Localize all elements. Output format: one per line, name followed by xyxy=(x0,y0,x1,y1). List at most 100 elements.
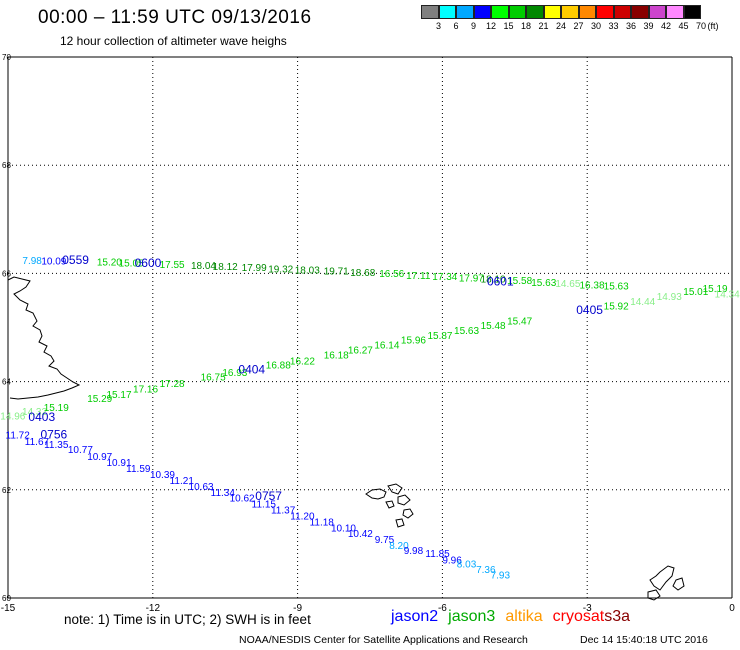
legend-label-27: 27 xyxy=(573,21,584,31)
swh-value: 17.34 xyxy=(432,272,457,283)
mission-altika: altika xyxy=(505,608,543,625)
swh-value: 11.21 xyxy=(170,476,195,487)
mission-jason2: jason2 xyxy=(391,608,439,625)
swh-value: 11.35 xyxy=(44,440,69,451)
swh-value: 7.98 xyxy=(22,256,42,267)
swh-value: 17.99 xyxy=(242,263,267,274)
y-tick-label: 62 xyxy=(2,486,11,495)
iceland-coastline xyxy=(7,276,81,400)
x-tick-label: -15 xyxy=(1,603,16,614)
legend-label-24: 24 xyxy=(555,21,567,31)
swh-value: 15.92 xyxy=(604,302,629,313)
swh-value: 14.65 xyxy=(555,279,580,290)
swh-value: 11.59 xyxy=(126,464,151,475)
swh-value: 15.96 xyxy=(401,336,426,347)
swh-value: 19.32 xyxy=(268,264,293,275)
swh-value: 10.42 xyxy=(348,529,373,540)
swh-value: 14.93 xyxy=(657,292,682,303)
swh-value: 10.10 xyxy=(331,523,356,534)
swh-value: 15.63 xyxy=(531,278,556,289)
legend-labels: 3 6 9 12 15 18 21 24 27 30 33 36 39 42 45 70 (ft) xyxy=(421,19,719,31)
swh-value: 16.27 xyxy=(348,345,373,356)
track-time-label: 0756 xyxy=(41,427,68,441)
legend-label-6: 6 xyxy=(453,21,459,31)
swh-value: 9.75 xyxy=(375,535,395,546)
swh-value: 15.58 xyxy=(507,276,532,287)
swh-value: 15.63 xyxy=(604,282,629,293)
swh-value: 19.71 xyxy=(324,266,349,277)
legend-label-30: 30 xyxy=(590,21,602,31)
track-time-label: 0403 xyxy=(28,410,55,424)
swh-value: 18.03 xyxy=(295,265,320,276)
track-time-label: 0405 xyxy=(576,303,603,317)
swh-value: 7.36 xyxy=(476,565,496,576)
swh-value: 9.96 xyxy=(442,555,462,566)
swh-value: 17.28 xyxy=(160,379,185,390)
mission-legend: jason2 jason3 altika cryosats3a xyxy=(391,608,640,626)
legend-label-21: 21 xyxy=(538,21,549,31)
track-time-label: 0600 xyxy=(135,256,162,270)
map-subtitle: 12 hour collection of altimeter wave hei… xyxy=(60,34,287,48)
x-tick-label: 0 xyxy=(729,603,735,614)
coastlines xyxy=(7,276,685,601)
swh-value: 17.16 xyxy=(133,384,158,395)
swh-value: 14.44 xyxy=(630,297,655,308)
legend-label-12: 12 xyxy=(485,21,497,31)
swh-value: 10.09 xyxy=(41,257,66,268)
footer-note: note: 1) Time is in UTC; 2) SWH is in fe… xyxy=(64,612,311,627)
swh-value: 16.88 xyxy=(266,361,291,372)
swh-value: 11.18 xyxy=(310,518,335,529)
legend-swatch-36 xyxy=(613,5,631,19)
swh-value: 15.20 xyxy=(97,257,122,268)
swh-value: 7.93 xyxy=(491,571,511,582)
swh-value: 14.96 xyxy=(0,411,25,422)
y-tick-label: 70 xyxy=(2,53,11,62)
legend-swatch-18 xyxy=(508,5,526,19)
swh-value: 11.72 xyxy=(6,430,31,441)
swh-value: 14.32 xyxy=(22,407,47,418)
swh-value: 8.03 xyxy=(457,560,477,571)
swh-value: 15.48 xyxy=(481,321,506,332)
legend-swatch-33 xyxy=(596,5,614,19)
mission-cryosat: cryosat xyxy=(552,608,605,625)
legend-label-9: 9 xyxy=(470,21,477,31)
swh-value: 11.34 xyxy=(211,488,236,499)
swh-value: 16.22 xyxy=(290,356,315,367)
swh-value: 17.97 xyxy=(459,274,484,285)
swh-value: 17.55 xyxy=(160,260,185,271)
legend-label-39: 39 xyxy=(643,21,654,31)
swh-value: 10.39 xyxy=(150,470,175,481)
credit-text: NOAA/NESDIS Center for Satellite Applica… xyxy=(239,634,528,646)
x-tick-label: -9 xyxy=(293,603,302,614)
swh-value: 10.62 xyxy=(230,494,255,505)
x-tick-label: -12 xyxy=(146,603,161,614)
swh-value: 15.63 xyxy=(454,326,479,337)
swh-value: 8.20 xyxy=(389,541,409,552)
legend-label-3: 3 xyxy=(435,21,442,31)
swh-value: 15.19 xyxy=(44,403,69,414)
track-time-label: 0559 xyxy=(62,253,89,267)
y-tick-label: 64 xyxy=(2,378,11,387)
swh-value: 10.63 xyxy=(189,482,214,493)
legend-swatch-30 xyxy=(578,5,596,19)
track-time-label: 0601 xyxy=(487,274,514,288)
legend-swatch-24 xyxy=(543,5,561,19)
swh-value: 11.67 xyxy=(25,437,50,448)
swh-value: 11.85 xyxy=(425,549,450,560)
legend-swatches xyxy=(421,5,701,19)
swh-value: 18.68 xyxy=(350,268,375,279)
legend-swatch-12 xyxy=(473,5,491,19)
legend-swatch-39 xyxy=(631,5,649,19)
legend-label-15: 15 xyxy=(503,21,514,31)
y-tick-label: 68 xyxy=(2,161,11,170)
swh-value: 10.77 xyxy=(68,445,93,456)
swh-value: 16.14 xyxy=(374,341,399,352)
generation-timestamp: Dec 14 15:40:18 UTC 2016 xyxy=(580,634,708,646)
legend-swatch-45 xyxy=(666,5,684,19)
swh-value: 15.47 xyxy=(507,316,532,327)
swh-value: 15.01 xyxy=(683,287,708,298)
legend-label-42: 42 xyxy=(660,21,672,31)
